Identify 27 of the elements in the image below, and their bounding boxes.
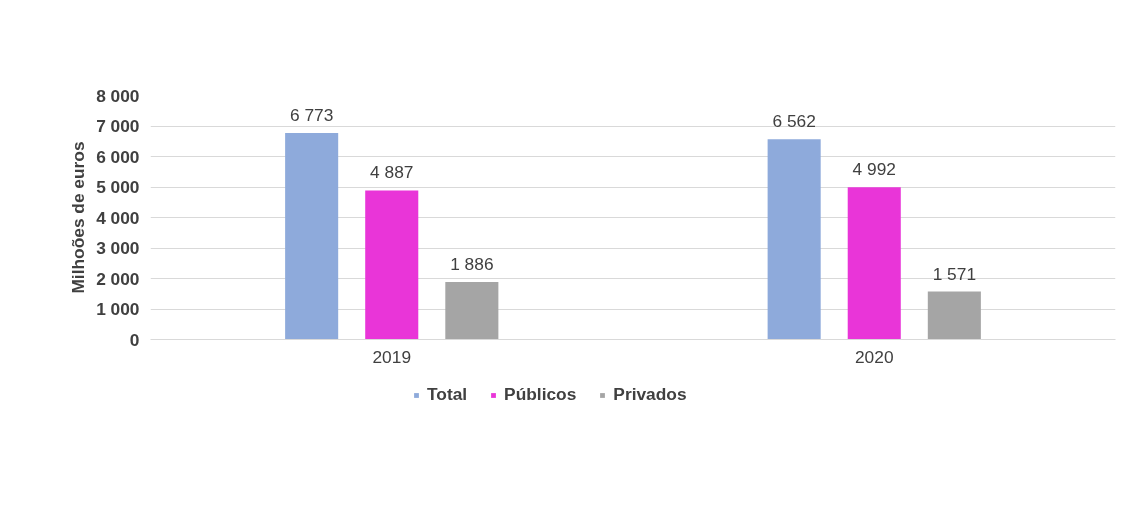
bar (445, 281, 499, 340)
y-tick-label: 2 000 (96, 268, 140, 289)
y-tick-label: 7 000 (96, 116, 140, 136)
y-tick-label: 6 000 (96, 146, 140, 167)
x-tick-label: 2019 (372, 346, 412, 367)
data-label: 1 886 (450, 253, 494, 274)
data-label: 6 773 (289, 104, 334, 125)
data-label: 1 571 (932, 263, 977, 284)
bar (927, 291, 981, 340)
y-tick-label: 0 (129, 329, 140, 350)
y-tick-label: 8 000 (96, 85, 140, 106)
x-tick-label: 2020 (854, 346, 894, 367)
bar (285, 132, 339, 340)
data-label: 4 992 (852, 159, 896, 180)
data-label: 6 562 (772, 111, 816, 132)
data-label: 4 887 (370, 162, 414, 183)
bar (767, 139, 821, 340)
y-tick-label: 1 000 (96, 299, 140, 319)
legend-label: Privados (613, 384, 687, 405)
legend-label: Total (427, 384, 468, 405)
y-tick-label: 4 000 (96, 207, 140, 228)
legend-label: Públicos (504, 384, 577, 405)
y-axis-title: Milhoões de euros (68, 141, 89, 294)
y-tick-label: 5 000 (96, 177, 140, 197)
bar (365, 190, 419, 340)
bar (847, 187, 901, 340)
y-tick-label: 3 000 (96, 238, 140, 258)
